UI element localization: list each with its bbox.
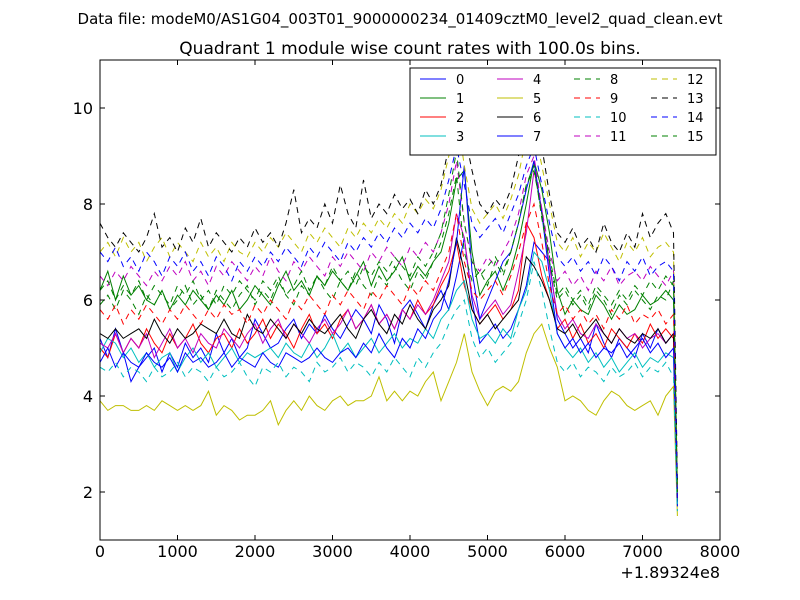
x-tick-label: 1000 [157, 542, 198, 561]
legend-label-2: 2 [456, 111, 464, 126]
series-line-13 [99, 103, 678, 483]
x-tick-label: 4000 [390, 542, 431, 561]
legend-label-3: 3 [456, 130, 464, 145]
x-offset-label: +1.89324e8 [620, 563, 720, 582]
x-tick-label: 8000 [700, 542, 741, 561]
series-line-10 [99, 261, 678, 512]
y-tick-label: 4 [83, 387, 93, 406]
legend-label-11: 11 [610, 130, 627, 145]
y-tick-label: 6 [83, 291, 93, 310]
chart-title: Quadrant 1 module wise count rates with … [179, 39, 640, 59]
legend-label-15: 15 [687, 130, 704, 145]
y-tick-label: 2 [83, 483, 93, 502]
legend-label-13: 13 [687, 92, 704, 107]
x-tick-label: 2000 [235, 542, 276, 561]
x-tick-label: 6000 [545, 542, 586, 561]
series-line-3 [99, 250, 678, 507]
legend-box [409, 67, 717, 156]
y-tick-label: 10 [73, 99, 93, 118]
x-tick-label: 5000 [467, 542, 508, 561]
legend-label-1: 1 [456, 92, 464, 107]
series-line-8 [99, 163, 678, 493]
x-tick-label: 7000 [622, 542, 663, 561]
legend-label-9: 9 [610, 92, 618, 107]
series-line-9 [99, 202, 678, 497]
legend-label-4: 4 [533, 73, 541, 88]
legend-label-12: 12 [687, 73, 704, 88]
series-line-11 [99, 154, 678, 493]
series-line-7 [99, 160, 678, 507]
legend-label-14: 14 [687, 111, 704, 126]
series-line-15 [99, 151, 678, 493]
series-line-14 [99, 144, 678, 497]
legend-label-6: 6 [533, 111, 541, 126]
legend-label-5: 5 [533, 92, 541, 107]
figure-suptitle: Data file: modeM0/AS1G04_003T01_90000002… [78, 10, 723, 29]
legend-label-10: 10 [610, 111, 627, 126]
series-line-5 [99, 322, 678, 517]
series-line-4 [99, 170, 678, 502]
legend-label-0: 0 [456, 73, 464, 88]
series-line-6 [99, 237, 678, 502]
x-tick-label: 3000 [312, 542, 353, 561]
series-line-0 [99, 237, 678, 502]
x-tick-label: 0 [95, 542, 105, 561]
plot-area [99, 103, 678, 517]
y-tick-label: 8 [83, 195, 93, 214]
legend-label-8: 8 [610, 73, 618, 88]
legend-label-7: 7 [533, 130, 541, 145]
series-line-12 [99, 112, 678, 488]
